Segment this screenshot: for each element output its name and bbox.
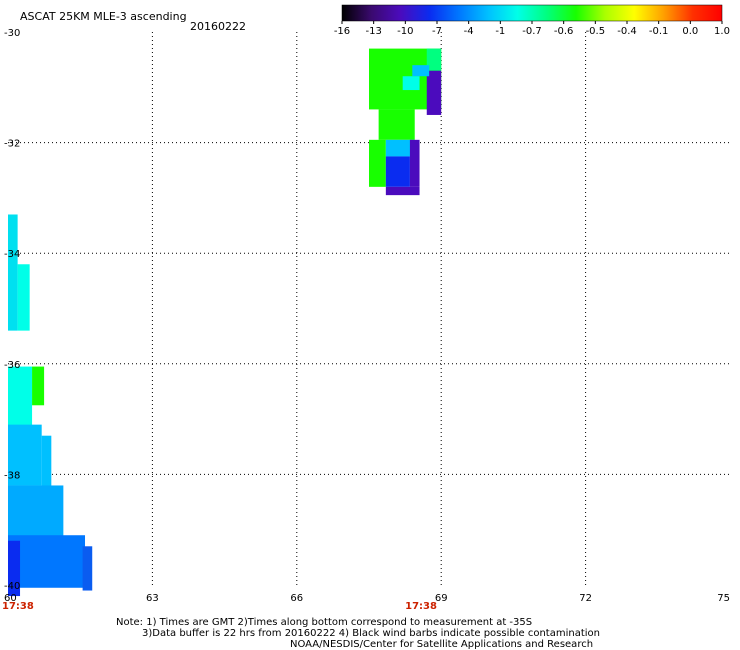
data-cell-20: [82, 546, 93, 591]
colorbar-label: -0.1: [649, 26, 669, 37]
data-cell-18: [8, 535, 86, 588]
grid: [8, 32, 730, 585]
y-tick-label: -32: [4, 139, 20, 150]
y-tick-label: -34: [4, 249, 20, 260]
axes: 60 63 66 69 72 75 -30 -32 -34 -36 -38 -40 17:38 17:38: [2, 28, 730, 612]
time-label: 17:38: [2, 601, 34, 612]
x-tick-label: 75: [717, 593, 730, 604]
data-cell-11: [8, 214, 18, 331]
y-tick-label: -38: [4, 470, 20, 481]
colorbar-label: 0.0: [682, 26, 698, 37]
note-line-1: Note: 1) Times are GMT 2)Times along bot…: [116, 617, 532, 628]
colorbar-label: -10: [397, 26, 413, 37]
colorbar-label: -1: [495, 26, 505, 37]
data-cell-16: [41, 435, 52, 491]
colorbar-label: -7: [432, 26, 442, 37]
data-cell-13: [8, 366, 33, 428]
data-cell-6: [369, 139, 386, 187]
colorbar-label: -16: [334, 26, 350, 37]
x-tick-label: 60: [4, 593, 17, 604]
data-cell-15: [8, 424, 42, 486]
colorbar-label: -0.5: [586, 26, 606, 37]
colorbar-label: -0.4: [617, 26, 637, 37]
colorbar-label: -0.7: [522, 26, 542, 37]
colorbar-label: -4: [464, 26, 474, 37]
y-tick-label: -36: [4, 360, 20, 371]
data-cell-17: [8, 485, 64, 541]
colorbar: -16 -13 -10 -7 -4 -1 -0.7 -0.6 -0.5 -0.4 -0.1 0.0 1.…: [334, 4, 730, 37]
chart-date: 20160222: [190, 20, 246, 33]
data-cell-10: [385, 186, 420, 196]
colorbar-label: -13: [365, 26, 381, 37]
x-tick-label: 69: [435, 593, 448, 604]
colorbar-label: -0.6: [554, 26, 574, 37]
time-label: 17:38: [405, 601, 437, 612]
data-cell-4: [402, 76, 420, 91]
data-cell-7: [385, 139, 415, 157]
x-tick-label: 66: [290, 593, 303, 604]
note-line-3: NOAA/NESDIS/Center for Satellite Applica…: [290, 639, 593, 650]
colorbar-label: 1.0: [714, 26, 730, 37]
colorbar-strip: [341, 4, 723, 22]
data-cell-8: [385, 156, 410, 187]
y-tick-label: -30: [4, 28, 20, 39]
data-cell-5: [378, 109, 415, 140]
data-cell-1: [426, 48, 442, 71]
data-cell-12: [17, 264, 30, 331]
x-tick-label: 72: [579, 593, 592, 604]
data-cell-2: [426, 70, 442, 115]
data-cell-9: [409, 139, 420, 187]
data-cell-3: [412, 65, 430, 77]
y-tick-label: -40: [4, 581, 20, 592]
data-cells: [8, 48, 442, 597]
data-cell-14: [32, 366, 45, 406]
data-cell-19: [8, 540, 21, 597]
note-line-2: 3)Data buffer is 22 hrs from 20160222 4)…: [142, 628, 600, 639]
chart-title: ASCAT 25KM MLE-3 ascending: [20, 10, 187, 23]
x-tick-label: 63: [146, 593, 159, 604]
